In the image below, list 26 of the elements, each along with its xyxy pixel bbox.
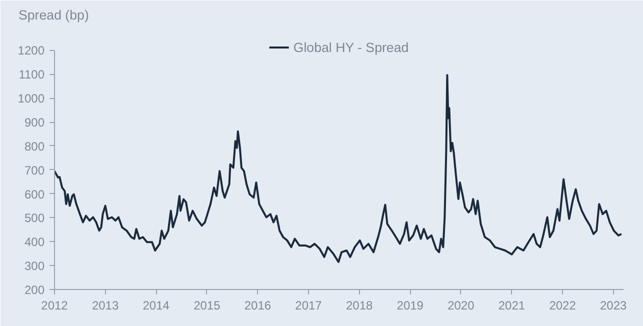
x-tick-label: 2022 — [549, 298, 576, 312]
y-tick-label: 400 — [24, 235, 45, 250]
x-tick-label: 2023 — [600, 298, 628, 312]
y-tick-label: 700 — [24, 163, 45, 178]
y-tick-label: 1200 — [18, 44, 45, 58]
x-tick-label: 2018 — [346, 298, 373, 312]
x-tick-label: 2021 — [498, 298, 526, 312]
y-tick-label: 800 — [24, 139, 45, 154]
y-tick-label: 200 — [24, 283, 45, 297]
line-series — [54, 74, 622, 263]
x-tick-label: 2014 — [142, 298, 170, 312]
x-tick-label: 2020 — [448, 298, 475, 312]
x-tick-label: 2017 — [295, 298, 322, 312]
x-tick-label: 2012 — [41, 298, 68, 312]
y-tick-label: 900 — [24, 116, 45, 130]
y-tick-label: 500 — [24, 211, 45, 226]
y-axis-title: Spread (bp) — [18, 8, 89, 22]
x-tick-label: 2019 — [396, 298, 424, 312]
y-tick-label: 600 — [24, 187, 45, 202]
x-tick-label: 2013 — [92, 298, 119, 312]
x-tick-label: 2016 — [244, 298, 272, 312]
y-tick-label: 1100 — [18, 68, 45, 82]
y-tick-label: 1000 — [18, 92, 45, 106]
y-tick-label: 300 — [24, 259, 45, 274]
x-tick-label: 2015 — [194, 298, 221, 312]
legend-label: Global HY - Spread — [293, 40, 409, 54]
